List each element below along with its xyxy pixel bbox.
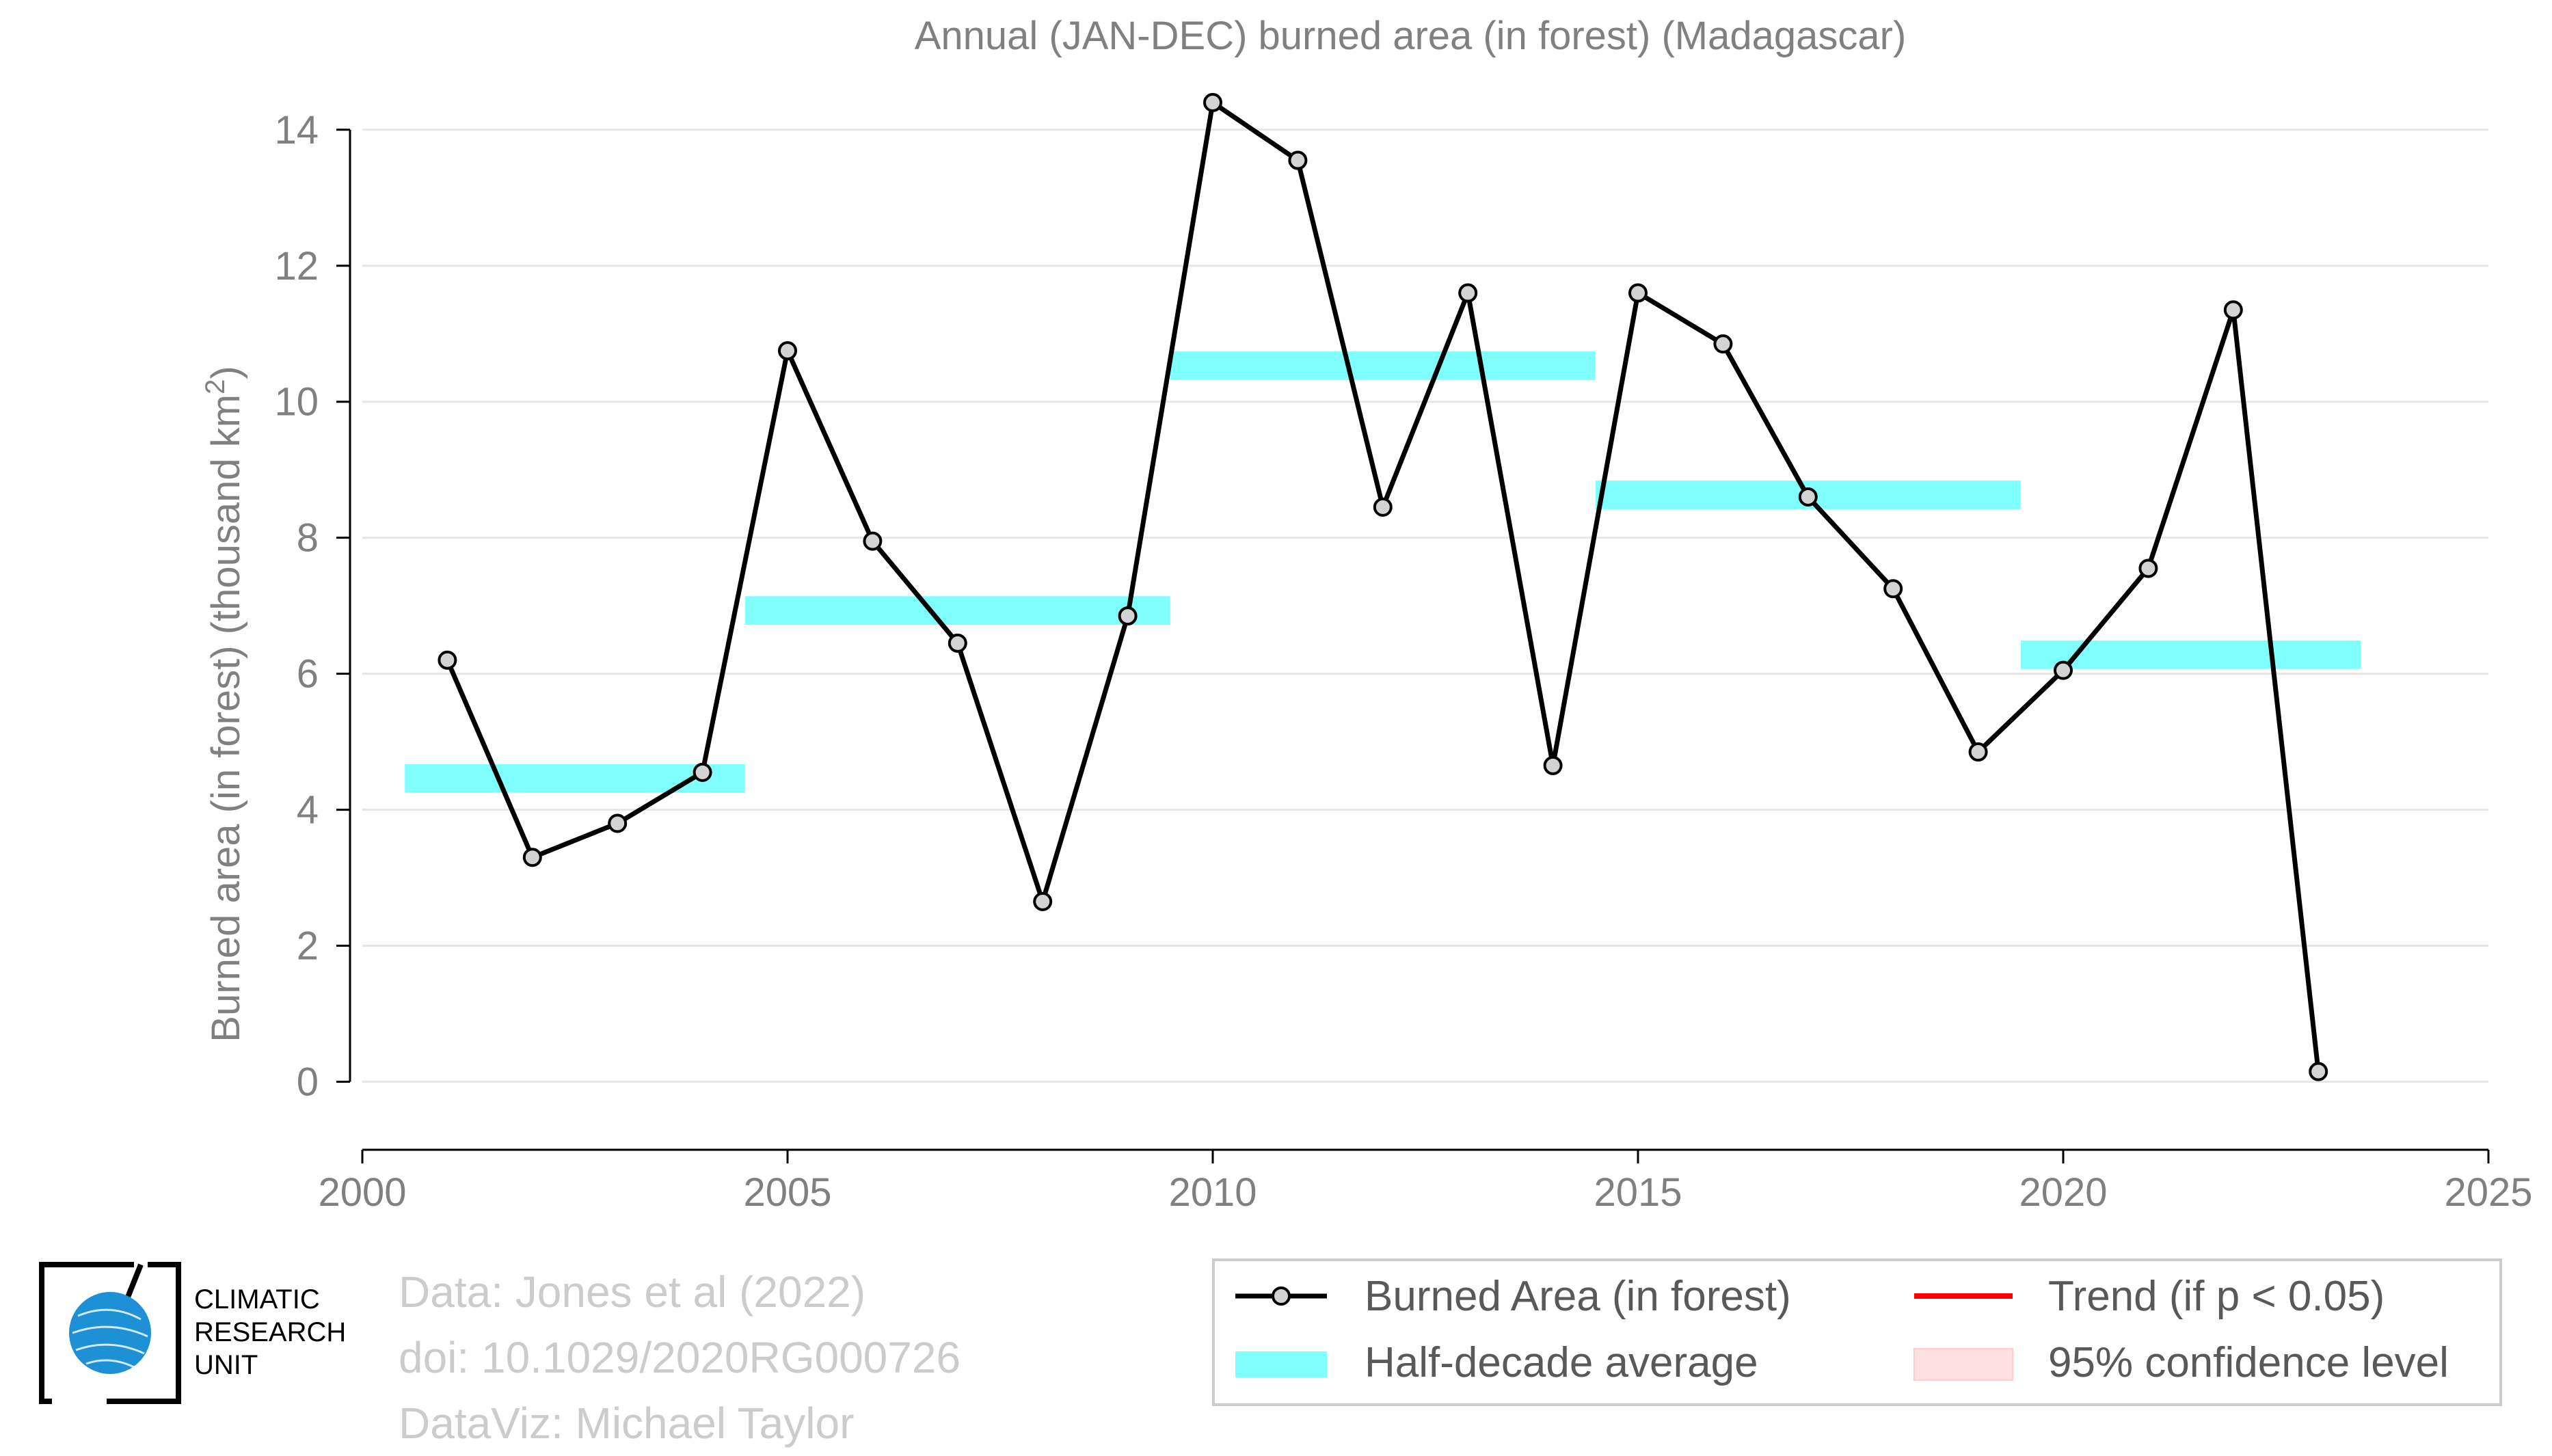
legend: Burned Area (in forest) Trend (if p < 0.… [1212,1258,2502,1406]
legend-label: Half-decade average [1365,1339,1758,1386]
y-tick-label: 10 [274,380,319,424]
y-tick-label: 2 [297,924,319,969]
legend-label: 95% confidence level [2048,1339,2449,1386]
logo-line: CLIMATIC [194,1284,320,1315]
burned-area-series [445,100,2321,1072]
y-tick-label: 4 [297,788,319,833]
x-axis: 2000 2005 2010 2015 2020 2025 [318,1148,2533,1215]
cru-logo [39,1262,181,1404]
data-point [693,762,712,782]
globe-lines [72,1308,148,1369]
legend-marker-icon [1272,1286,1291,1306]
data-point [1883,579,1903,599]
legend-entry-burned-area: Burned Area (in forest) [1235,1273,1791,1320]
credit-line: DataViz: Michael Taylor [399,1399,855,1448]
y-axis-label-text: Burned area (in forest) (thousand km [204,394,248,1042]
data-point [522,848,542,867]
y-tick-label: 0 [297,1060,319,1105]
credit-line: doi: 10.1029/2020RG000726 [399,1333,961,1382]
data-point [863,531,883,551]
data-point [2309,1062,2328,1081]
x-tick-label: 2010 [1168,1170,1257,1215]
legend-entry-half-decade: Half-decade average [1235,1339,1758,1386]
half-decade-average-bar [744,596,1170,625]
legend-band-icon [1235,1351,1327,1377]
data-point [608,813,628,833]
credit-line: Data: Jones et al (2022) [399,1267,866,1317]
data-point [2223,300,2243,320]
logo-line: RESEARCH [194,1317,347,1347]
data-point [1118,606,1138,626]
x-tick-label: 2020 [2019,1170,2107,1215]
legend-confidence-icon [1913,1348,2013,1381]
y-axis-label: Burned area (in forest) (thousand km2) [200,366,248,1042]
chart-title: Annual (JAN-DEC) burned area (in forest)… [915,14,1907,58]
data-point [1033,891,1053,911]
logo-bracket-left [39,1262,134,1404]
logo-bracket-right [107,1262,181,1404]
data-point [1373,497,1393,517]
half-decade-average-bar [1170,351,1596,380]
half-decade-average-bands [405,351,2361,793]
y-tick-label: 12 [274,244,319,288]
data-point [1458,283,1478,303]
burned-area-line [445,100,2321,1072]
data-point [1968,742,1988,762]
x-tick-label: 2000 [318,1170,406,1215]
x-tick-label: 2015 [1594,1170,1682,1215]
data-credits: Data: Jones et al (2022) doi: 10.1029/20… [399,1259,961,1456]
data-point [2138,558,2158,578]
data-point [1288,150,1308,170]
logo-slash [124,1263,144,1300]
legend-entry-confidence: 95% confidence level [1913,1339,2449,1386]
legend-label: Trend (if p < 0.05) [2048,1273,2385,1320]
logo-line: UNIT [194,1350,258,1380]
data-point [1798,487,1818,507]
cru-logo-text: CLIMATIC RESEARCH UNIT [194,1283,346,1381]
data-point [1543,755,1563,775]
data-point [1203,93,1222,112]
legend-label: Burned Area (in forest) [1365,1273,1791,1320]
x-tick-label: 2025 [2444,1170,2532,1215]
data-point [438,650,457,670]
y-tick-label: 14 [274,108,319,152]
y-axis: 0 2 4 6 8 10 12 14 [274,108,351,1105]
data-point [778,341,797,361]
legend-frame [1212,1258,2502,1406]
x-tick-label: 2005 [743,1170,831,1215]
legend-entry-trend: Trend (if p < 0.05) [1914,1273,2385,1320]
y-axis-label-superscript: 2 [200,379,230,394]
half-decade-average-bar [2020,640,2361,669]
y-gridlines [362,129,2488,1083]
y-tick-label: 6 [297,652,319,697]
data-point [948,633,967,653]
burned-area-points [438,93,2328,1081]
data-point [1713,334,1733,354]
y-axis-label-close: ) [204,366,248,379]
data-point [2054,660,2073,680]
data-point [1628,283,1648,303]
y-tick-label: 8 [297,516,319,561]
